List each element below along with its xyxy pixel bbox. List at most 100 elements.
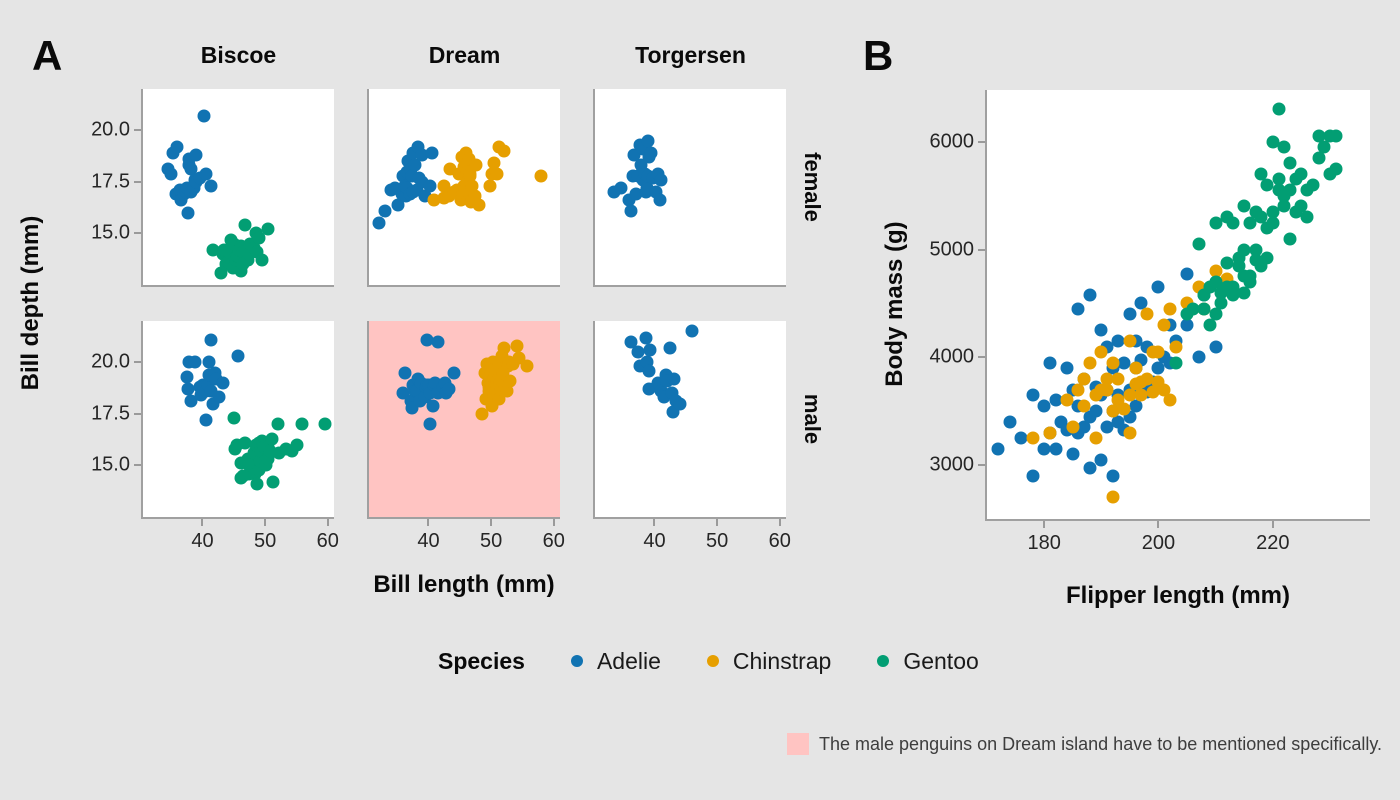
x-tick-label: 60 [542, 530, 565, 552]
data-point-adelie [197, 109, 211, 123]
y-tick-label: 3000 [929, 453, 975, 476]
y-tick-label: 17.5 [91, 170, 130, 193]
data-point-chinstrap [1111, 372, 1125, 386]
data-point-gentoo [1186, 302, 1200, 316]
caption-swatch [787, 733, 810, 755]
y-tick-mark [978, 464, 985, 467]
data-point-gentoo [1283, 183, 1297, 197]
x-tick-mark [778, 519, 781, 526]
data-point-adelie [654, 173, 668, 187]
data-point-adelie [641, 134, 655, 148]
data-point-chinstrap [1060, 393, 1074, 407]
highlight-caption: The male penguins on Dream island have t… [787, 733, 1382, 755]
data-point-adelie [204, 333, 218, 347]
scatter-panel-body-mass-flipper: 180 200 220 3000 4000 5000 6000 [930, 90, 1370, 554]
data-point-adelie [1100, 420, 1114, 434]
x-tick-mark [427, 519, 430, 526]
panel-a-letter: A [32, 32, 63, 79]
data-point-chinstrap [427, 193, 441, 207]
facet-strip-male: male [800, 393, 825, 445]
data-point-adelie [1083, 288, 1097, 302]
data-point-gentoo [1209, 216, 1223, 230]
data-point-adelie [1151, 361, 1165, 375]
data-point-chinstrap [1043, 426, 1057, 440]
y-tick-mark [978, 356, 985, 359]
data-point-gentoo [1329, 129, 1343, 143]
y-tick-mark [978, 140, 985, 143]
data-point-gentoo [1169, 356, 1183, 370]
data-point-adelie [181, 382, 195, 396]
data-point-adelie [1094, 453, 1108, 467]
x-tick-label: 220 [1256, 532, 1290, 554]
data-point-gentoo [266, 475, 280, 489]
data-point-gentoo [1226, 288, 1240, 302]
data-point-gentoo [1312, 151, 1326, 165]
legend-label-chinstrap: Chinstrap [732, 647, 832, 674]
data-point-chinstrap [520, 359, 534, 373]
data-point-adelie [447, 366, 461, 380]
data-point-gentoo [1254, 167, 1268, 181]
data-point-adelie [673, 397, 687, 411]
data-point-adelie [624, 204, 638, 218]
data-point-adelie [1094, 323, 1108, 337]
data-point-chinstrap [1077, 399, 1091, 413]
data-point-chinstrap [1100, 383, 1114, 397]
data-point-chinstrap [1066, 420, 1080, 434]
data-point-chinstrap [1163, 393, 1177, 407]
data-point-adelie [425, 146, 439, 160]
caption-text: The male penguins on Dream island have t… [819, 733, 1382, 754]
data-point-gentoo [1249, 243, 1263, 257]
data-point-chinstrap [1163, 302, 1177, 316]
y-tick-mark [134, 180, 141, 183]
data-point-gentoo [1243, 269, 1257, 283]
data-point-gentoo [1192, 237, 1205, 251]
data-point-chinstrap [1071, 383, 1085, 397]
x-tick-label: 180 [1027, 532, 1061, 554]
data-point-adelie [1209, 340, 1223, 354]
data-point-chinstrap [1209, 264, 1223, 278]
legend-label-gentoo: Gentoo [903, 647, 979, 674]
data-point-adelie [1083, 461, 1097, 475]
axis-title-body-mass: Body mass (g) [881, 221, 908, 387]
y-tick-mark [134, 232, 141, 235]
x-tick-mark [716, 519, 719, 526]
y-tick-mark [978, 248, 985, 251]
axis-title-flipper-length: Flipper length (mm) [1066, 582, 1290, 609]
data-point-chinstrap [437, 179, 451, 193]
data-point-adelie [442, 382, 456, 396]
data-point-adelie [426, 399, 440, 413]
data-point-adelie [1071, 302, 1085, 316]
data-point-chinstrap [1134, 388, 1148, 402]
data-point-adelie [202, 355, 216, 369]
data-point-gentoo [1294, 167, 1308, 181]
data-point-adelie [642, 364, 656, 378]
data-point-adelie [170, 140, 184, 154]
data-point-adelie [188, 355, 202, 369]
data-point-chinstrap [1094, 345, 1108, 359]
gentoo-dot-icon [877, 655, 890, 667]
data-point-gentoo [238, 218, 252, 232]
data-point-adelie [181, 206, 195, 220]
data-point-adelie [415, 148, 429, 162]
data-point-chinstrap [510, 339, 524, 353]
data-point-gentoo [1226, 216, 1240, 230]
legend-item-adelie: Adelie [570, 648, 661, 675]
legend-title: Species [438, 647, 525, 674]
data-point-gentoo [1266, 135, 1280, 149]
data-point-chinstrap [1157, 383, 1171, 397]
data-point-chinstrap [1151, 345, 1165, 359]
data-point-adelie [423, 417, 437, 431]
panel-b-letter: B [863, 32, 894, 79]
data-point-adelie [212, 390, 226, 404]
data-point-gentoo [271, 417, 285, 431]
species-legend: Species Adelie Chinstrap Gentoo [438, 644, 979, 678]
data-point-gentoo [227, 411, 241, 425]
data-point-adelie [629, 187, 643, 201]
data-point-gentoo [1243, 216, 1257, 230]
axis-title-bill-depth: Bill depth (mm) [17, 215, 44, 391]
data-point-adelie [423, 179, 437, 193]
data-point-gentoo [1237, 286, 1251, 300]
data-point-chinstrap [497, 144, 511, 158]
data-point-gentoo [1220, 256, 1234, 270]
data-point-adelie [199, 167, 213, 181]
